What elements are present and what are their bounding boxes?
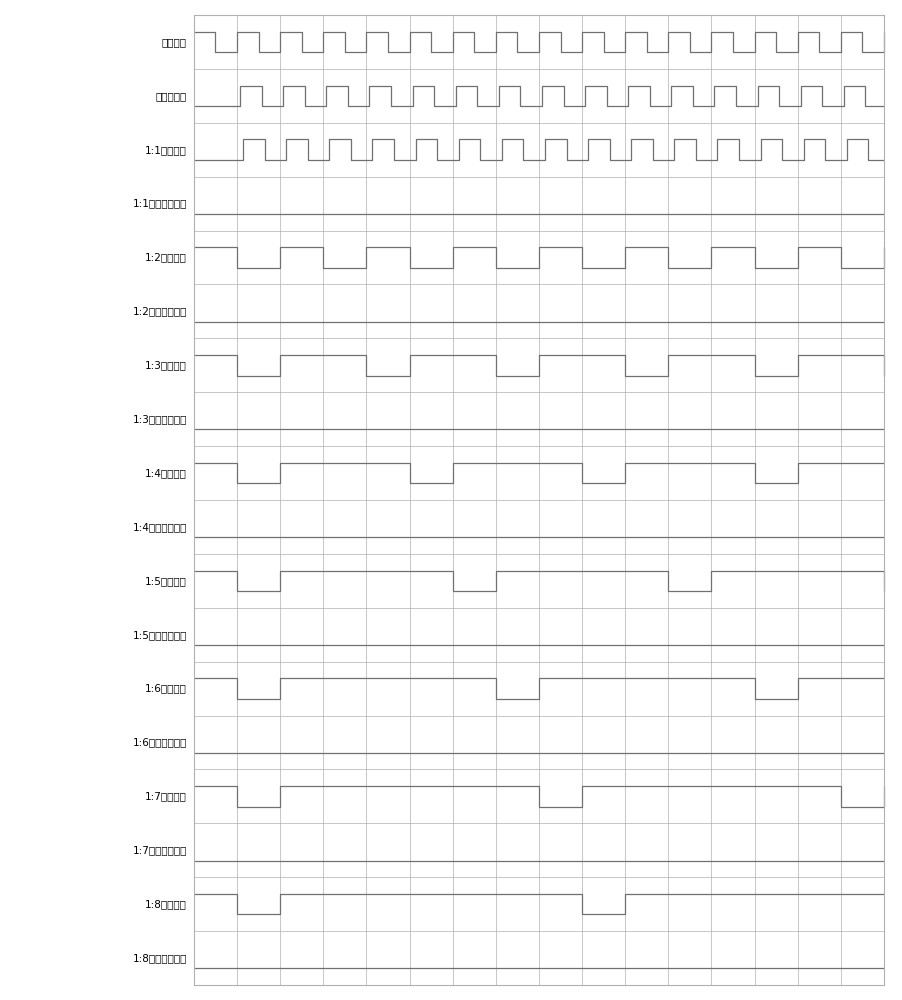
Text: 1:4时钟使能信号: 1:4时钟使能信号 [133, 522, 187, 532]
Text: 1:1时钟信号: 1:1时钟信号 [145, 145, 187, 155]
Text: 1:5时钟信号: 1:5时钟信号 [145, 576, 187, 586]
Text: 1:7时钟使能信号: 1:7时钟使能信号 [133, 845, 187, 855]
Text: 1:6时钟信号: 1:6时钟信号 [145, 684, 187, 694]
Text: 1:6时钟使能信号: 1:6时钟使能信号 [133, 738, 187, 748]
Text: 1:3时钟使能信号: 1:3时钟使能信号 [133, 414, 187, 424]
Text: 1:7时钟信号: 1:7时钟信号 [145, 791, 187, 801]
Text: 处理器时钟: 处理器时钟 [155, 91, 187, 101]
Text: 1:3时钟信号: 1:3时钟信号 [145, 360, 187, 370]
Text: 1:1时钟使能信号: 1:1时钟使能信号 [133, 199, 187, 209]
Text: 1:2时钟信号: 1:2时钟信号 [145, 253, 187, 263]
Text: 1:5时钟使能信号: 1:5时钟使能信号 [133, 630, 187, 640]
Text: 1:8时钟使能信号: 1:8时钟使能信号 [133, 953, 187, 963]
Text: 1:8时钟信号: 1:8时钟信号 [145, 899, 187, 909]
Text: 1:4时钟信号: 1:4时钟信号 [145, 468, 187, 478]
Text: 1:2时钟使能信号: 1:2时钟使能信号 [133, 306, 187, 316]
Text: 基准时钟: 基准时钟 [161, 37, 187, 47]
